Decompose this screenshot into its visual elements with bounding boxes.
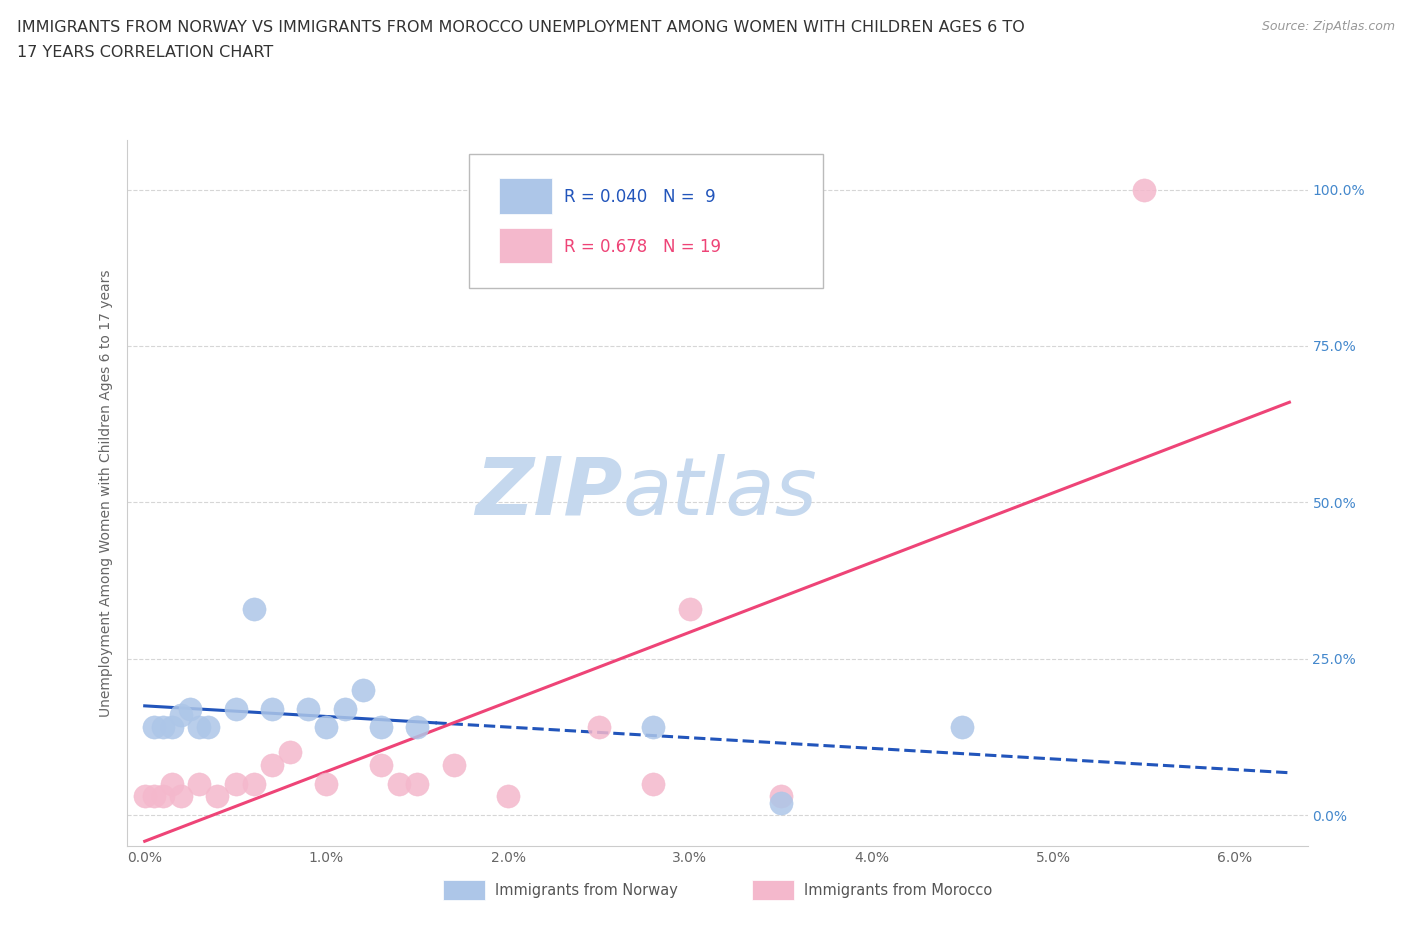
Text: IMMIGRANTS FROM NORWAY VS IMMIGRANTS FROM MOROCCO UNEMPLOYMENT AMONG WOMEN WITH : IMMIGRANTS FROM NORWAY VS IMMIGRANTS FRO…	[17, 20, 1025, 35]
Point	[297, 701, 319, 716]
Point	[278, 745, 301, 760]
Point	[679, 601, 702, 616]
Point	[188, 720, 211, 735]
Point	[242, 777, 264, 791]
Text: Immigrants from Norway: Immigrants from Norway	[495, 883, 678, 897]
Y-axis label: Unemployment Among Women with Children Ages 6 to 17 years: Unemployment Among Women with Children A…	[100, 269, 114, 717]
Point	[142, 720, 165, 735]
Point	[769, 789, 792, 804]
Point	[142, 789, 165, 804]
Point	[1133, 182, 1156, 197]
Point	[134, 789, 156, 804]
Point	[170, 708, 193, 723]
Bar	[499, 179, 551, 214]
Point	[388, 777, 411, 791]
Point	[352, 683, 374, 698]
Text: 17 YEARS CORRELATION CHART: 17 YEARS CORRELATION CHART	[17, 45, 273, 60]
Point	[197, 720, 219, 735]
Text: ZIP: ZIP	[475, 454, 623, 532]
Text: R = 0.040   N =  9: R = 0.040 N = 9	[564, 189, 716, 206]
Point	[769, 795, 792, 810]
Text: Immigrants from Morocco: Immigrants from Morocco	[804, 883, 993, 897]
FancyBboxPatch shape	[470, 153, 824, 288]
Point	[950, 720, 973, 735]
Point	[496, 789, 519, 804]
Point	[188, 777, 211, 791]
Point	[152, 720, 174, 735]
Text: R = 0.678   N = 19: R = 0.678 N = 19	[564, 238, 720, 256]
Point	[225, 777, 247, 791]
Point	[179, 701, 201, 716]
Point	[260, 701, 283, 716]
Point	[160, 777, 183, 791]
Bar	[499, 228, 551, 263]
Point	[225, 701, 247, 716]
Point	[242, 601, 264, 616]
Text: Source: ZipAtlas.com: Source: ZipAtlas.com	[1261, 20, 1395, 33]
Point	[370, 720, 392, 735]
Point	[160, 720, 183, 735]
Point	[260, 758, 283, 773]
Point	[315, 777, 337, 791]
Point	[152, 789, 174, 804]
Point	[315, 720, 337, 735]
Point	[170, 789, 193, 804]
Point	[588, 720, 610, 735]
Point	[443, 758, 465, 773]
Point	[370, 758, 392, 773]
Point	[406, 777, 429, 791]
Point	[643, 777, 665, 791]
Text: atlas: atlas	[623, 454, 817, 532]
Point	[643, 720, 665, 735]
Point	[207, 789, 229, 804]
Point	[333, 701, 356, 716]
Point	[406, 720, 429, 735]
